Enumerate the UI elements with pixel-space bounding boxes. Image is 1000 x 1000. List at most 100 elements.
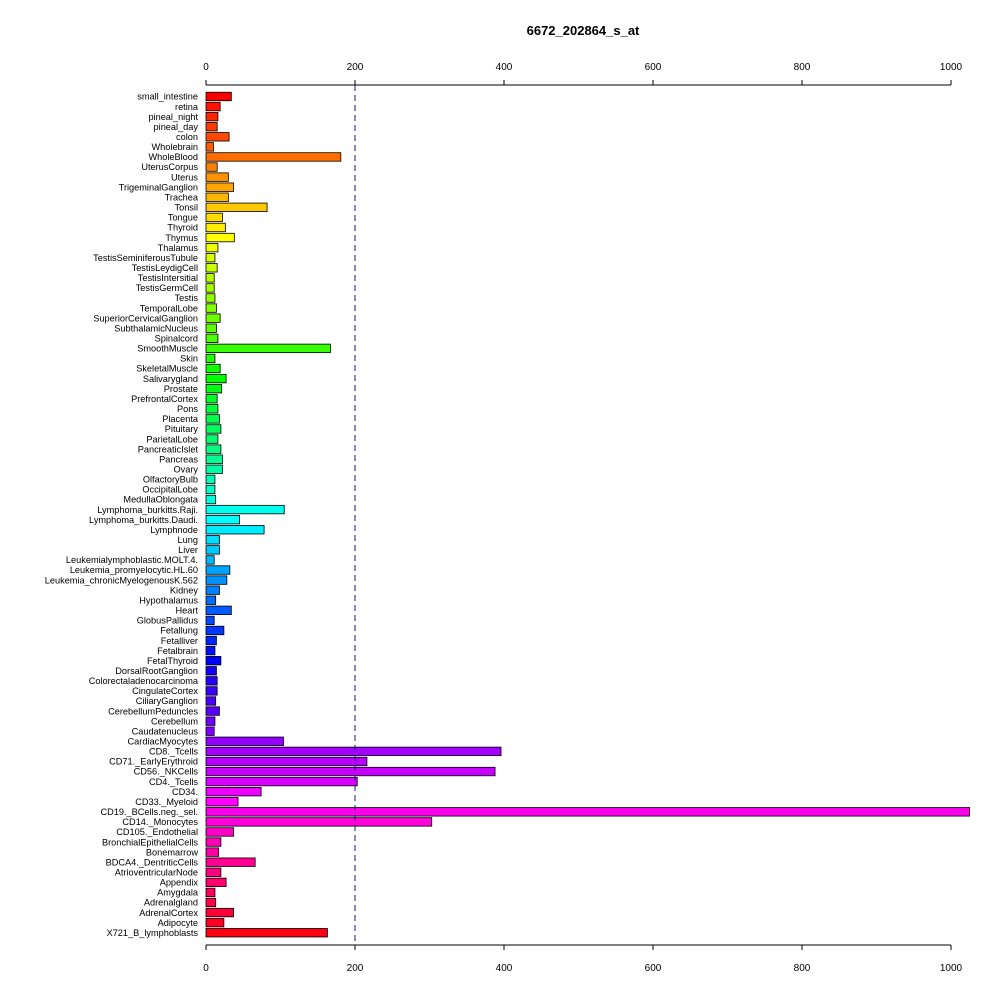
bar xyxy=(205,273,215,283)
category-label: Hypothalamus xyxy=(139,595,198,605)
bar xyxy=(205,867,222,877)
bar xyxy=(205,625,225,636)
category-label: CD19._BCells.neg._sel. xyxy=(100,807,198,817)
bottom-tick-label: 200 xyxy=(347,963,364,974)
category-label: Testis xyxy=(175,293,199,303)
bottom-tick-label: 800 xyxy=(794,963,811,974)
bar xyxy=(205,132,230,142)
category-label: DorsalRootGanglion xyxy=(115,666,198,676)
category-label: Ovary xyxy=(173,464,198,474)
bar xyxy=(205,666,217,676)
top-tick-label: 600 xyxy=(645,62,662,73)
bar xyxy=(205,575,228,585)
bar xyxy=(205,202,268,212)
category-label: X721_B_lymphoblasts xyxy=(107,928,199,938)
category-label: Fetallung xyxy=(160,626,198,636)
category-label: Appendix xyxy=(160,878,199,888)
category-label: Leukemia_promyelocytic.HL.60 xyxy=(70,565,198,575)
top-tick-label: 200 xyxy=(347,62,364,73)
category-label: WholeBlood xyxy=(148,152,198,162)
category-label: OlfactoryBulb xyxy=(143,475,198,485)
category-label: CD71._EarlyErythroid xyxy=(109,757,198,767)
bar xyxy=(205,182,234,192)
bar xyxy=(205,101,221,112)
category-label: Placenta xyxy=(162,414,199,424)
category-label: Skin xyxy=(180,354,198,364)
bar xyxy=(205,384,223,394)
category-label: Liver xyxy=(178,545,198,555)
bar xyxy=(205,91,232,102)
bar xyxy=(205,857,256,867)
category-label: Bonemarrow xyxy=(146,847,198,857)
bar xyxy=(205,293,216,303)
category-label: OccipitalLobe xyxy=(142,485,198,495)
category-label: SuperiorCervicalGanglion xyxy=(93,313,198,323)
bottom-tick-label: 0 xyxy=(203,963,209,974)
category-label: TestisIntersitial xyxy=(138,273,198,283)
bottom-tick-label: 1000 xyxy=(940,963,963,974)
category-label: TestisLeydigCell xyxy=(132,263,198,273)
bar xyxy=(205,897,217,908)
bar xyxy=(205,112,219,122)
category-label: Thalamus xyxy=(158,243,199,253)
bar xyxy=(205,656,222,666)
category-label: pineal_day xyxy=(154,122,199,132)
bar xyxy=(205,172,229,182)
category-label: Heart xyxy=(176,606,199,616)
bar xyxy=(205,333,219,343)
category-label: TestisGermCell xyxy=(136,283,198,293)
category-label: FetalThyroid xyxy=(147,656,198,666)
category-label: SkeletalMuscle xyxy=(136,364,198,374)
category-label: AtrioventricularNode xyxy=(115,867,198,877)
bar xyxy=(205,253,216,263)
top-x-axis: 0 200 400 600 800 1000 xyxy=(203,62,963,86)
bar xyxy=(205,212,223,223)
category-label: colon xyxy=(176,132,198,142)
category-label: Wholebrain xyxy=(152,142,198,152)
category-label: Pancreas xyxy=(159,454,198,464)
bar xyxy=(205,645,216,656)
category-label: Colorectaladenocarcinoma xyxy=(89,676,199,686)
bar xyxy=(205,726,215,736)
category-label: MedullaOblongata xyxy=(123,495,198,505)
category-label: Prostate xyxy=(164,384,198,394)
bar xyxy=(205,444,222,454)
bar xyxy=(205,746,502,757)
bar xyxy=(205,515,240,525)
bar xyxy=(205,706,220,716)
bar xyxy=(205,827,234,837)
category-label: Thyroid xyxy=(167,223,198,233)
category-label: CingulateCortex xyxy=(132,686,198,696)
category-label: UterusCorpus xyxy=(141,162,198,172)
bar xyxy=(205,736,284,746)
category-label: Tongue xyxy=(168,213,198,223)
category-label: Thymus xyxy=(165,233,198,243)
bar xyxy=(205,907,234,918)
bar xyxy=(205,595,217,605)
bar xyxy=(205,222,226,233)
bar xyxy=(205,716,216,726)
bar xyxy=(205,404,219,414)
category-label: Pituitary xyxy=(165,424,199,434)
bar xyxy=(205,474,216,485)
bar xyxy=(205,797,239,807)
top-tick-label: 400 xyxy=(496,62,513,73)
bar xyxy=(205,817,433,827)
bar xyxy=(205,525,265,535)
bar xyxy=(205,766,496,777)
bar xyxy=(205,122,218,132)
category-label: Tonsil xyxy=(175,203,199,213)
bar xyxy=(205,454,223,464)
category-label: CD8._Tcells xyxy=(149,747,198,757)
top-tick-label: 0 xyxy=(203,62,209,73)
category-label: CiliaryGanglion xyxy=(136,696,198,706)
category-label: SubthalamicNucleus xyxy=(114,323,198,333)
bar xyxy=(205,343,331,354)
category-label: Lymphnode xyxy=(150,525,198,535)
category-label: Leukemia_chronicMyelogenousK.562 xyxy=(45,575,198,585)
category-label: CD34. xyxy=(172,787,198,797)
bar xyxy=(205,142,214,152)
bar xyxy=(205,414,220,424)
category-label: Lymphoma_burkitts.Raji. xyxy=(97,505,198,515)
